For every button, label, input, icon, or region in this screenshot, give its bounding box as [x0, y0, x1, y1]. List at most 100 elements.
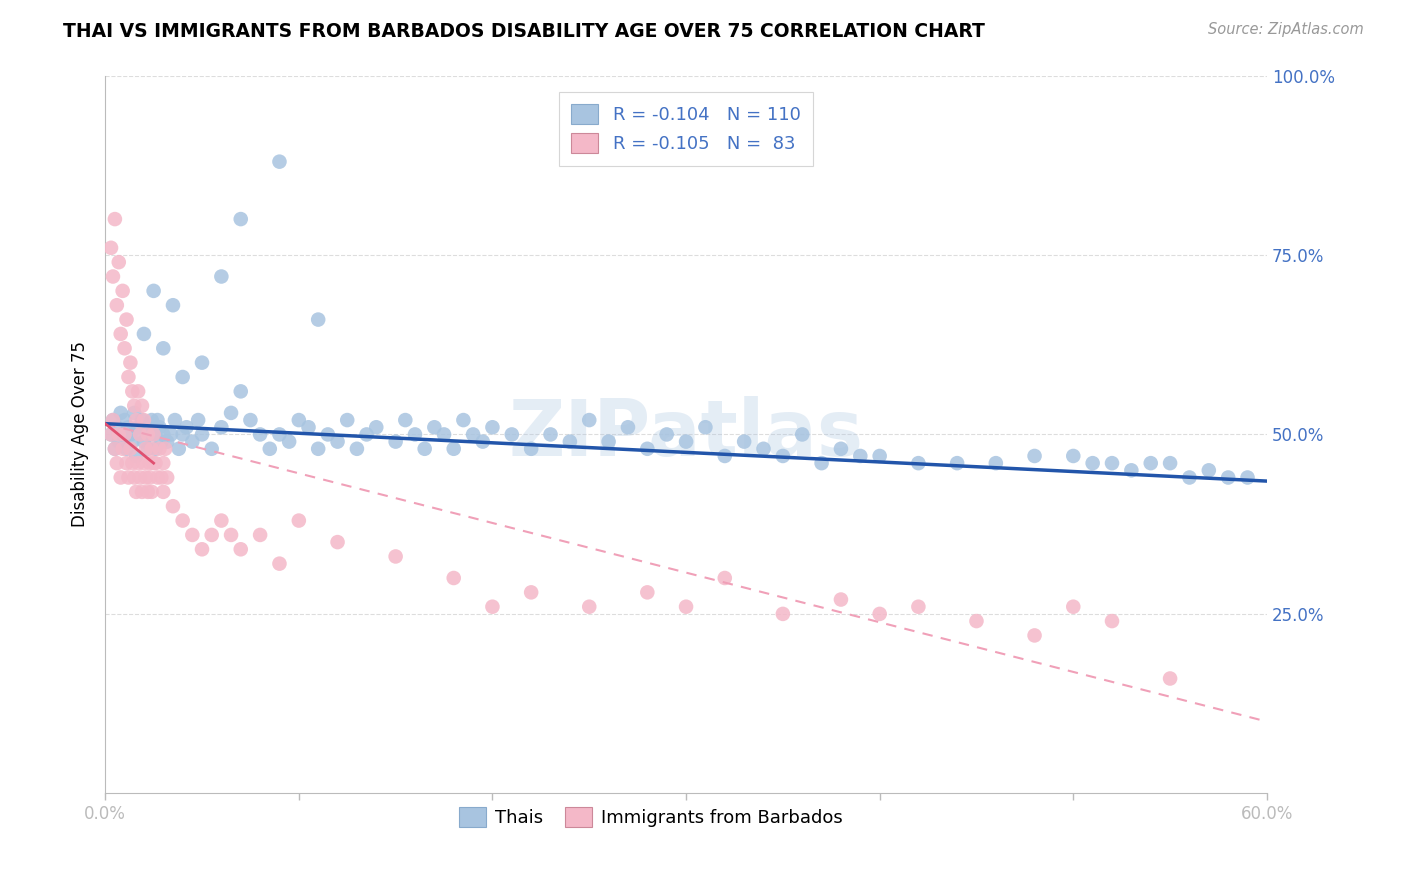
- Point: [366, 420, 388, 434]
- Point: [127, 384, 149, 399]
- Point: [269, 154, 291, 169]
- Point: [107, 255, 129, 269]
- Point: [100, 427, 122, 442]
- Point: [104, 212, 127, 227]
- Point: [907, 456, 929, 470]
- Point: [148, 442, 170, 456]
- Point: [481, 599, 503, 614]
- Point: [209, 420, 232, 434]
- Point: [830, 442, 852, 456]
- Point: [269, 427, 291, 442]
- Point: [110, 326, 132, 341]
- Point: [136, 484, 159, 499]
- Point: [209, 269, 232, 284]
- Point: [152, 456, 174, 470]
- Point: [141, 413, 163, 427]
- Point: [461, 427, 484, 442]
- Point: [578, 599, 600, 614]
- Point: [110, 406, 132, 420]
- Point: [336, 413, 359, 427]
- Point: [481, 420, 503, 434]
- Point: [346, 442, 368, 456]
- Point: [104, 442, 127, 456]
- Point: [121, 434, 143, 449]
- Point: [127, 456, 149, 470]
- Point: [520, 442, 543, 456]
- Point: [1178, 470, 1201, 484]
- Point: [1198, 463, 1220, 477]
- Point: [1081, 456, 1104, 470]
- Point: [121, 384, 143, 399]
- Point: [167, 442, 190, 456]
- Point: [181, 434, 204, 449]
- Point: [115, 312, 138, 326]
- Point: [191, 427, 214, 442]
- Point: [132, 456, 155, 470]
- Point: [146, 470, 169, 484]
- Point: [122, 399, 145, 413]
- Point: [181, 528, 204, 542]
- Text: THAI VS IMMIGRANTS FROM BARBADOS DISABILITY AGE OVER 75 CORRELATION CHART: THAI VS IMMIGRANTS FROM BARBADOS DISABIL…: [63, 22, 986, 41]
- Point: [100, 427, 122, 442]
- Point: [142, 456, 165, 470]
- Point: [148, 420, 170, 434]
- Point: [135, 470, 157, 484]
- Point: [675, 599, 697, 614]
- Point: [120, 427, 142, 442]
- Point: [229, 384, 252, 399]
- Point: [110, 470, 132, 484]
- Point: [384, 434, 406, 449]
- Point: [115, 442, 138, 456]
- Point: [114, 427, 136, 442]
- Point: [849, 449, 872, 463]
- Point: [297, 420, 319, 434]
- Point: [100, 241, 122, 255]
- Point: [713, 449, 735, 463]
- Point: [219, 528, 242, 542]
- Point: [127, 420, 149, 434]
- Point: [713, 571, 735, 585]
- Point: [139, 470, 162, 484]
- Text: ZIPatlas: ZIPatlas: [509, 396, 863, 473]
- Point: [117, 370, 139, 384]
- Point: [423, 420, 446, 434]
- Point: [752, 442, 775, 456]
- Point: [869, 449, 891, 463]
- Point: [104, 442, 127, 456]
- Legend: Thais, Immigrants from Barbados: Thais, Immigrants from Barbados: [453, 800, 851, 835]
- Point: [907, 599, 929, 614]
- Point: [209, 514, 232, 528]
- Point: [111, 442, 134, 456]
- Point: [150, 470, 173, 484]
- Point: [655, 427, 678, 442]
- Point: [278, 434, 301, 449]
- Point: [105, 298, 128, 312]
- Point: [443, 571, 465, 585]
- Point: [1218, 470, 1240, 484]
- Point: [520, 585, 543, 599]
- Point: [578, 413, 600, 427]
- Point: [1139, 456, 1161, 470]
- Point: [733, 434, 755, 449]
- Point: [146, 413, 169, 427]
- Point: [135, 420, 157, 434]
- Point: [101, 413, 124, 427]
- Point: [111, 427, 134, 442]
- Point: [1236, 470, 1258, 484]
- Point: [172, 427, 194, 442]
- Point: [129, 427, 152, 442]
- Point: [105, 420, 128, 434]
- Point: [122, 470, 145, 484]
- Point: [107, 434, 129, 449]
- Point: [172, 370, 194, 384]
- Point: [259, 442, 281, 456]
- Point: [830, 592, 852, 607]
- Point: [966, 614, 988, 628]
- Point: [142, 427, 165, 442]
- Text: Source: ZipAtlas.com: Source: ZipAtlas.com: [1208, 22, 1364, 37]
- Point: [155, 442, 177, 456]
- Point: [105, 456, 128, 470]
- Point: [501, 427, 523, 442]
- Point: [1101, 614, 1123, 628]
- Point: [249, 528, 271, 542]
